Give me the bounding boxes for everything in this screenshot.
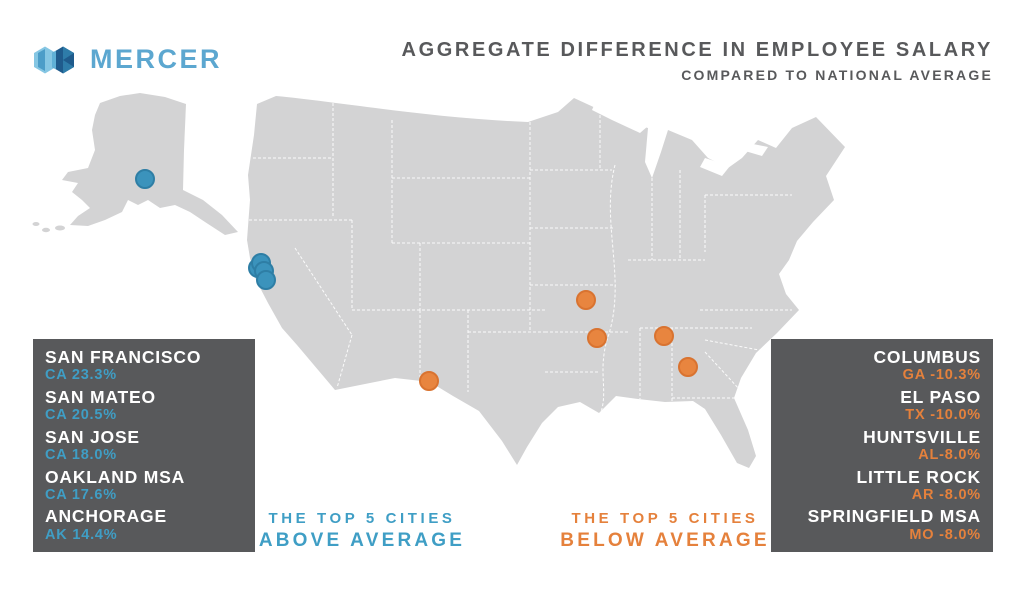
title-block: AGGREGATE DIFFERENCE IN EMPLOYEE SALARY … [402,39,993,83]
city-name: LITTLE ROCK [856,466,981,487]
city-entry: ANCHORAGE AK 14.4% [45,507,243,543]
city-value: CA 17.6% [45,486,117,503]
city-value: CA 20.5% [45,407,117,424]
below-average-list: COLUMBUS GA -10.3% EL PASO TX -10.0% HUNTSVI… [771,339,993,552]
city-name: ANCHORAGE [45,506,167,527]
city-name: SAN JOSE [45,426,140,447]
city-name: EL PASO [900,386,981,407]
city-dot [678,357,698,377]
city-value: CA 23.3% [45,367,117,384]
city-value: MO -8.0% [909,526,981,543]
city-value: AL-8.0% [918,447,981,464]
city-dot [419,371,439,391]
great-lakes [592,103,768,176]
below-caption-line2: BELOW AVERAGE [560,530,770,551]
above-average-dots [135,169,276,290]
city-dot [576,290,596,310]
city-name: OAKLAND MSA [45,466,186,487]
mercer-logo-icon [34,46,74,73]
city-entry: SAN JOSE CA 18.0% [45,426,243,464]
city-name: COLUMBUS [873,347,981,367]
below-average-caption: THE TOP 5 CITIES BELOW AVERAGE [550,510,780,552]
city-entry: SPRINGFIELD MSA MO -8.0% [783,507,981,543]
city-entry: EL PASO TX -10.0% [783,386,981,424]
above-average-caption: THE TOP 5 CITIES ABOVE AVERAGE [247,510,477,552]
city-value: GA -10.3% [902,367,981,384]
above-average-list: SAN FRANCISCO CA 23.3% SAN MATEO CA 20.5% SA… [33,339,255,552]
city-name: SAN FRANCISCO [45,347,202,367]
city-dot [587,328,607,348]
city-entry: HUNTSVILLE AL-8.0% [783,426,981,464]
city-entry: COLUMBUS GA -10.3% [783,348,981,384]
city-entry: SAN MATEO CA 20.5% [45,386,243,424]
above-caption-line2: ABOVE AVERAGE [258,530,466,551]
city-value: TX -10.0% [905,407,981,424]
city-value: AR -8.0% [911,486,981,503]
city-value: CA 18.0% [45,447,117,464]
city-value: AK 14.4% [45,526,118,543]
mercer-logo: MERCER [34,44,222,75]
below-caption-line1: THE TOP 5 CITIES [571,510,759,527]
city-dot [256,270,276,290]
city-entry: LITTLE ROCK AR -8.0% [783,466,981,504]
above-caption-line1: THE TOP 5 CITIES [268,510,456,527]
city-name: SPRINGFIELD MSA [807,506,981,527]
city-name: SAN MATEO [45,386,156,407]
lower-48-silhouette [247,96,845,468]
city-dot [654,326,674,346]
above-average-panel: SAN FRANCISCO CA 23.3% SAN MATEO CA 20.5% SA… [33,339,255,552]
below-average-dots [419,290,698,391]
city-name: HUNTSVILLE [863,426,981,447]
below-average-panel: COLUMBUS GA -10.3% EL PASO TX -10.0% HUNTSVI… [771,339,993,552]
alaska-silhouette [32,93,238,235]
state-borders [249,98,792,413]
city-entry: SAN FRANCISCO CA 23.3% [45,348,243,384]
city-entry: OAKLAND MSA CA 17.6% [45,466,243,504]
city-dot [135,169,155,189]
page-title: AGGREGATE DIFFERENCE IN EMPLOYEE SALARY [401,39,993,61]
page-subtitle: COMPARED TO NATIONAL AVERAGE [681,67,993,83]
mercer-logo-text: MERCER [90,44,223,74]
